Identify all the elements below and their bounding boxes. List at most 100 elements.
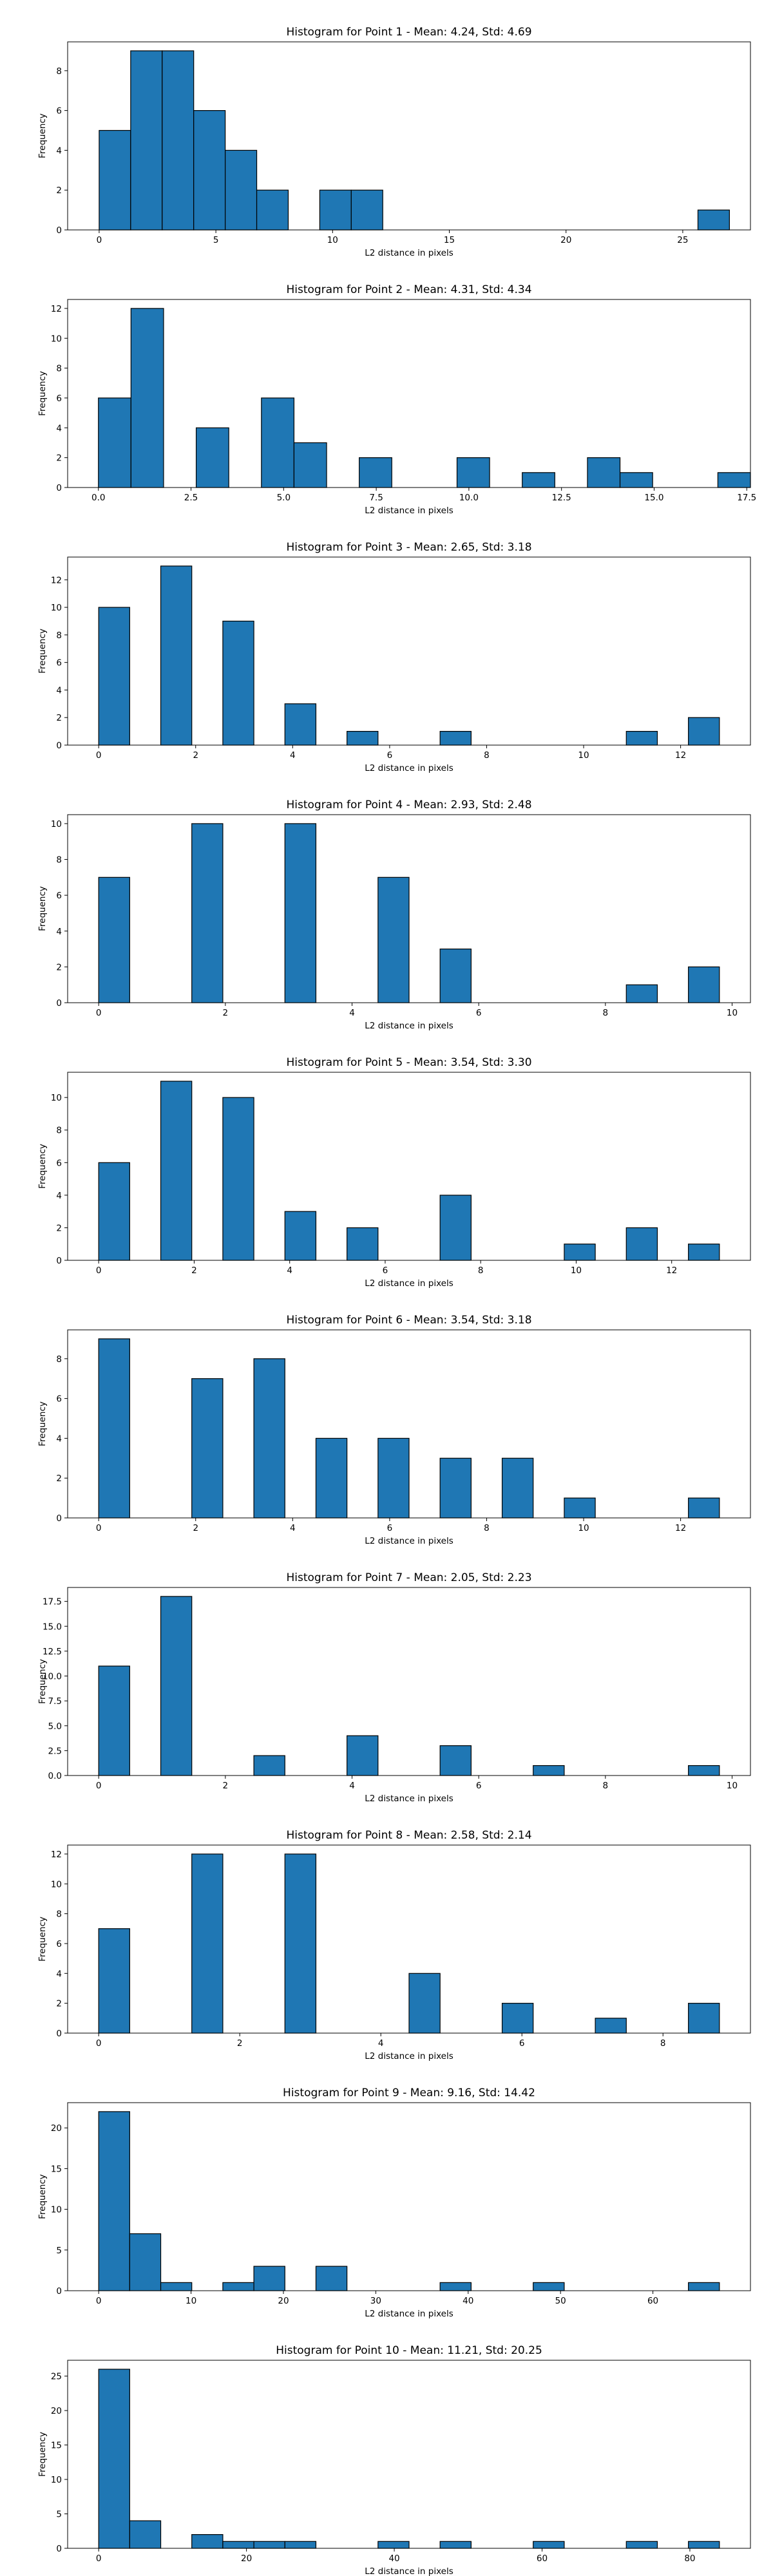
x-tick-label: 6	[387, 1523, 393, 1533]
histogram-bar	[253, 2541, 285, 2549]
histogram-bar	[315, 2266, 348, 2291]
plot-frame	[67, 2360, 751, 2549]
x-tick-label: 0	[96, 1523, 102, 1533]
histogram-bar	[587, 457, 621, 488]
x-tick-label: 2.5	[184, 493, 198, 503]
histogram-point-4: Histogram for Point 4 - Mean: 2.93, Std:…	[37, 799, 751, 1031]
x-tick-label: 4	[349, 1008, 355, 1018]
histogram-bar	[284, 703, 317, 746]
histogram-bar	[439, 1195, 472, 1261]
x-tick-label: 4	[290, 1523, 296, 1533]
y-tick-label: 12.5	[43, 1647, 62, 1657]
histogram-bar	[160, 565, 193, 746]
x-tick-label: 7.5	[369, 493, 383, 503]
histogram-point-3: Histogram for Point 3 - Mean: 2.65, Std:…	[37, 541, 751, 773]
plot-frame	[67, 814, 751, 1003]
x-axis-label: L2 distance in pixels	[365, 1278, 453, 1289]
x-tick-label: 50	[555, 2296, 566, 2306]
chart-title: Histogram for Point 5 - Mean: 3.54, Std:…	[286, 1056, 531, 1069]
histogram-bar	[225, 149, 258, 231]
histogram-bar	[130, 308, 164, 488]
histogram-bar	[439, 2282, 472, 2291]
x-tick-label: 0	[96, 2553, 102, 2564]
histogram-bar	[195, 427, 229, 488]
x-tick-label: 20	[278, 2296, 289, 2306]
histogram-bar	[533, 1765, 565, 1776]
x-tick-label: 4	[349, 1781, 355, 1791]
y-tick-label: 6	[56, 891, 62, 901]
x-tick-label: 2	[193, 750, 198, 761]
x-tick-label: 0	[96, 1265, 102, 1276]
y-tick-label: 6	[56, 1158, 62, 1168]
histogram-bar	[564, 1244, 596, 1261]
histogram-bar	[377, 2541, 410, 2549]
histogram-bar	[439, 731, 472, 746]
y-tick-label: 15.0	[43, 1622, 62, 1632]
y-tick-label: 5.0	[48, 1721, 62, 1732]
y-tick-label: 5	[56, 2510, 62, 2520]
histogram-bar	[98, 607, 130, 746]
histogram-bar	[439, 1745, 472, 1776]
histogram-point-10: Histogram for Point 10 - Mean: 11.21, St…	[37, 2344, 751, 2576]
histogram-bar	[347, 731, 379, 746]
x-tick-label: 0	[97, 235, 102, 245]
y-axis-label: Frequency	[37, 1917, 48, 1962]
x-tick-label: 17.5	[737, 493, 756, 503]
histogram-bar	[377, 1437, 410, 1519]
y-axis-label: Frequency	[37, 1144, 48, 1189]
y-tick-label: 0	[56, 2029, 62, 2039]
plot-frame	[67, 1329, 751, 1519]
x-tick-label: 6	[519, 2038, 525, 2049]
histogram-bar	[253, 2266, 285, 2291]
histogram-bar	[191, 823, 224, 1003]
x-tick-label: 2	[223, 1008, 229, 1018]
x-tick-label: 0	[96, 750, 102, 761]
histogram-bar	[222, 2541, 254, 2549]
x-tick-label: 30	[370, 2296, 381, 2306]
histogram-bar	[253, 1358, 285, 1519]
histogram-point-5: Histogram for Point 5 - Mean: 3.54, Std:…	[37, 1056, 751, 1289]
x-tick-label: 10	[727, 1781, 738, 1791]
y-tick-label: 20	[51, 2123, 62, 2134]
histogram-bar	[439, 1457, 472, 1519]
y-tick-label: 0	[56, 1513, 62, 1524]
x-tick-label: 80	[684, 2553, 695, 2564]
histogram-point-7: Histogram for Point 7 - Mean: 2.05, Std:…	[37, 1571, 751, 1804]
y-axis-label: Frequency	[37, 2174, 48, 2219]
histogram-bar	[222, 2282, 254, 2291]
histogram-bar	[284, 823, 317, 1003]
chart-title: Histogram for Point 2 - Mean: 4.31, Std:…	[286, 283, 531, 296]
y-tick-label: 10	[51, 603, 62, 613]
histogram-bar	[688, 966, 720, 1003]
histogram-bar	[256, 189, 289, 231]
chart-title: Histogram for Point 10 - Mean: 11.21, St…	[276, 2344, 542, 2357]
histogram-bar	[315, 1437, 348, 1519]
histogram-bar	[162, 50, 195, 231]
y-tick-label: 12	[51, 575, 62, 585]
histogram-bar	[595, 2018, 627, 2034]
plot-frame	[67, 41, 751, 231]
histogram-point-9: Histogram for Point 9 - Mean: 9.16, Std:…	[37, 2087, 751, 2319]
x-tick-label: 5.0	[277, 493, 291, 503]
x-tick-label: 5	[213, 235, 219, 245]
y-tick-label: 0	[56, 2286, 62, 2297]
x-tick-label: 8	[603, 1781, 609, 1791]
y-tick-label: 2	[56, 1473, 62, 1484]
histogram-bar	[98, 397, 131, 488]
histogram-bar	[501, 2003, 534, 2034]
y-tick-label: 2	[56, 185, 62, 196]
histogram-bar	[625, 2541, 658, 2549]
histogram-bar	[284, 1853, 317, 2034]
histogram-bar	[98, 2111, 130, 2291]
x-tick-label: 10	[327, 235, 338, 245]
histogram-bar	[625, 1227, 658, 1261]
x-tick-label: 2	[191, 1265, 197, 1276]
x-axis-label: L2 distance in pixels	[365, 2051, 453, 2061]
histogram-bar	[717, 472, 751, 488]
y-tick-label: 0	[56, 741, 62, 751]
histogram-bar	[284, 2541, 317, 2549]
y-tick-label: 6	[56, 106, 62, 117]
histogram-bar	[98, 1162, 130, 1261]
histogram-bar	[253, 1755, 285, 1776]
